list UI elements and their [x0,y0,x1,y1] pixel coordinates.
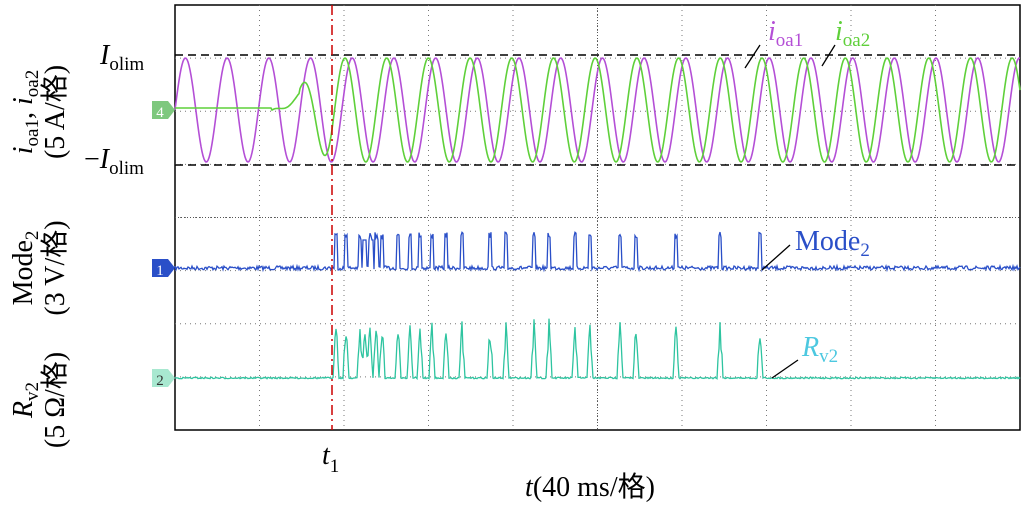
leader-line [771,359,799,379]
leader-line [744,44,761,69]
leader-line [821,44,836,67]
rv2-trace [174,318,1021,381]
lower-level-label: −Iolim [84,144,144,179]
channel-marker: 4 [152,101,175,121]
current-scale-label: (5 A/格) [39,65,71,159]
mode-scale-label: (3 V/格) [39,220,71,315]
ioa2-trace [175,57,1021,163]
x-axis-label: t(40 ms/格) [525,471,655,503]
mode2-trace [174,231,1021,273]
current-axis-label: ioa1, ioa2 [8,70,43,154]
ioa2-label: ioa2 [835,16,870,51]
rv-axis-label: Rv2 [8,382,43,419]
ioa1-trace [174,57,1021,163]
ioa1-label: ioa1 [768,16,803,51]
leader-line [761,244,791,271]
t1-label: t1 [322,440,339,477]
rv2-label: Rv2 [801,332,838,367]
channel-number: 1 [156,263,164,279]
channel-number: 2 [156,373,164,389]
waveforms [174,57,1021,381]
mode-axis-label: Mode2 [8,231,43,306]
channel-number: 4 [156,105,164,121]
channel-marker: 2 [152,369,175,389]
channel-marker: 1 [152,259,175,279]
mode2-label: Mode2 [795,226,870,261]
rv-scale-label: (5 Ω/格) [39,352,71,448]
upper-level-label: Iolim [99,40,144,75]
